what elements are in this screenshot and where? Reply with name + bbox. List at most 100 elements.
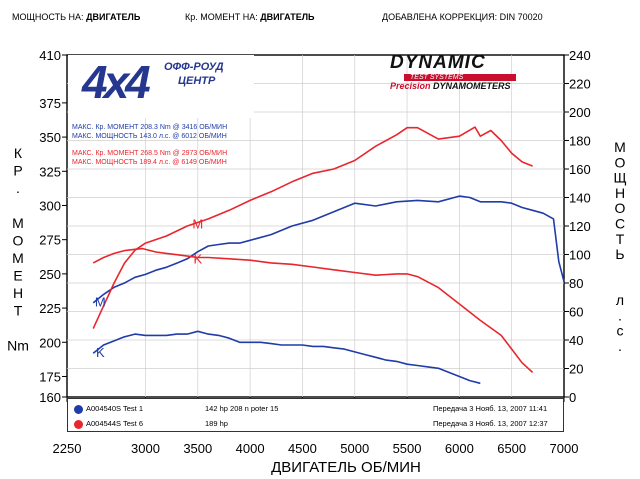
right-tick-label: 100 — [569, 248, 591, 263]
series-line — [92, 126, 533, 329]
right-tick-label: 220 — [569, 77, 591, 92]
curve-marker: M — [95, 294, 106, 309]
right-title-char: С — [615, 216, 625, 232]
right-tick-label: 80 — [569, 276, 583, 291]
legend-run-name: A004544S Test 6 — [86, 419, 143, 428]
curve-marker: K — [96, 345, 105, 360]
right-title-char: Н — [615, 185, 625, 201]
left-tick-label: 350 — [39, 130, 61, 145]
right-tick-label: 40 — [569, 333, 583, 348]
logo-line-2: ЦЕНТР — [178, 75, 216, 87]
red-max-torque: МАКС. Кр. МОМЕНТ 268.5 Nm @ 2973 ОБ/МИН — [72, 150, 228, 157]
x-tick-label: 6000 — [445, 441, 474, 456]
x-tick-label: 3500 — [183, 441, 212, 456]
x-tick-label: 4500 — [288, 441, 317, 456]
x-tick-label: 5500 — [393, 441, 422, 456]
blue-max-torque: МАКС. Кр. МОМЕНТ 208.3 Nm @ 3416 ОБ/МИН — [72, 124, 228, 131]
offroad-logo: 4x4 ОФФ-РОУД ЦЕНТР — [68, 55, 254, 118]
legend-date-2: Передача 3 Нояб. 13, 2007 12:37 — [433, 419, 548, 428]
torque-on-value: ДВИГАТЕЛЬ — [260, 12, 315, 22]
right-title-char: Т — [616, 231, 625, 247]
x-tick-label: 7000 — [550, 441, 579, 456]
left-title-char: О — [13, 233, 24, 249]
dynamic-brand-pre: Precision — [390, 81, 431, 91]
left-axis-ticks: 410 375 350 325 300 275 250 225 200 175 160 — [39, 48, 67, 405]
curve-marker: M — [192, 216, 203, 231]
right-title-char: О — [615, 200, 626, 216]
left-title-char: Т — [14, 303, 23, 319]
left-tick-label: 300 — [39, 198, 61, 213]
x-axis-ticks: 2250 3000 3500 4000 4500 5000 5500 6000 6500 7000 — [53, 397, 579, 456]
right-tick-label: 180 — [569, 134, 591, 149]
dynamic-brand-post: DYNAMOMETERS — [433, 81, 511, 91]
power-on-header: МОЩНОСТЬ НА: ДВИГАТЕЛЬ — [12, 12, 140, 22]
correction-header: ДОБАВЛЕНА КОРРЕКЦИЯ: DIN 70020 — [382, 12, 543, 22]
left-tick-label: 175 — [39, 369, 61, 384]
legend-note-1: 142 hp 208 n poter 15 — [205, 404, 279, 413]
right-title-char: О — [615, 154, 626, 170]
right-title-char: л — [616, 292, 624, 308]
left-tick-label: 225 — [39, 301, 61, 316]
right-title-char: Ь — [615, 246, 624, 262]
power-on-label: МОЩНОСТЬ НА: — [12, 12, 84, 22]
legend-note-2: 189 hp — [205, 419, 228, 428]
right-title-char: . — [618, 307, 622, 323]
legend-dot-red — [74, 419, 83, 429]
legend-date-1: Передача 3 Нояб. 13, 2007 11:41 — [433, 404, 548, 413]
left-tick-label: 275 — [39, 233, 61, 248]
x-axis-title: ДВИГАТЕЛЬ ОБ/МИН — [271, 459, 421, 476]
right-tick-label: 140 — [569, 191, 591, 206]
x-tick-label: 5000 — [340, 441, 369, 456]
torque-on-label: Кр. МОМЕНТ НА: — [185, 12, 258, 22]
dynamic-brand-name: DYNAMIC — [390, 52, 486, 73]
curve-marker: K — [193, 251, 202, 266]
series-line — [92, 247, 534, 373]
left-title-char: Р — [13, 163, 22, 179]
run-legend: A004540S Test 1 142 hp 208 n poter 15 Пе… — [67, 398, 564, 432]
chart-series: K M K M — [92, 126, 565, 385]
legend-row-1: A004540S Test 1 — [74, 404, 143, 414]
power-on-value: ДВИГАТЕЛЬ — [86, 12, 141, 22]
right-tick-label: 0 — [569, 390, 576, 405]
legend-dot-blue — [74, 404, 83, 414]
series-line — [92, 195, 565, 304]
right-title-char: . — [618, 338, 622, 354]
torque-on-header: Кр. МОМЕНТ НА: ДВИГАТЕЛЬ — [185, 12, 315, 22]
left-tick-label: 325 — [39, 164, 61, 179]
red-max-power: МАКС. МОЩНОСТЬ 189.4 л.с. @ 6149 ОБ/МИН — [72, 159, 227, 166]
right-tick-label: 160 — [569, 162, 591, 177]
x-tick-label: 4000 — [236, 441, 265, 456]
right-title-char: М — [614, 139, 626, 155]
left-tick-label: 250 — [39, 267, 61, 282]
left-title-char: М — [12, 215, 24, 231]
right-title-char: Щ — [613, 170, 626, 186]
series-line — [92, 330, 481, 385]
logo-4x4: 4x4 — [82, 56, 151, 108]
right-tick-label: 240 — [569, 48, 591, 63]
legend-row-2: A004544S Test 6 — [74, 419, 143, 429]
right-tick-label: 200 — [569, 105, 591, 120]
left-title-char: Е — [13, 268, 22, 284]
left-title-char: . — [16, 180, 20, 196]
left-tick-label: 410 — [39, 48, 61, 63]
right-tick-label: 120 — [569, 219, 591, 234]
right-tick-label: 20 — [569, 362, 583, 377]
x-tick-label: 6500 — [497, 441, 526, 456]
dynamic-brand-line: Precision DYNAMOMETERS — [390, 81, 562, 91]
right-title-char: с — [617, 323, 624, 339]
x-tick-label: 3000 — [131, 441, 160, 456]
blue-max-power: МАКС. МОЩНОСТЬ 143.0 л.с. @ 6012 ОБ/МИН — [72, 133, 227, 140]
left-tick-label: 375 — [39, 96, 61, 111]
left-title-char: М — [12, 250, 24, 266]
x-tick-label: 2250 — [53, 441, 82, 456]
left-tick-label: 200 — [39, 335, 61, 350]
dynamic-brand-tag: TEST SYSTEMS — [404, 74, 516, 81]
left-title-char: Н — [13, 285, 23, 301]
left-title-char: К — [14, 145, 23, 161]
logo-line-1: ОФФ-РОУД — [164, 61, 224, 73]
left-title-char: Nm — [7, 338, 29, 354]
legend-run-name: A004540S Test 1 — [86, 404, 143, 413]
